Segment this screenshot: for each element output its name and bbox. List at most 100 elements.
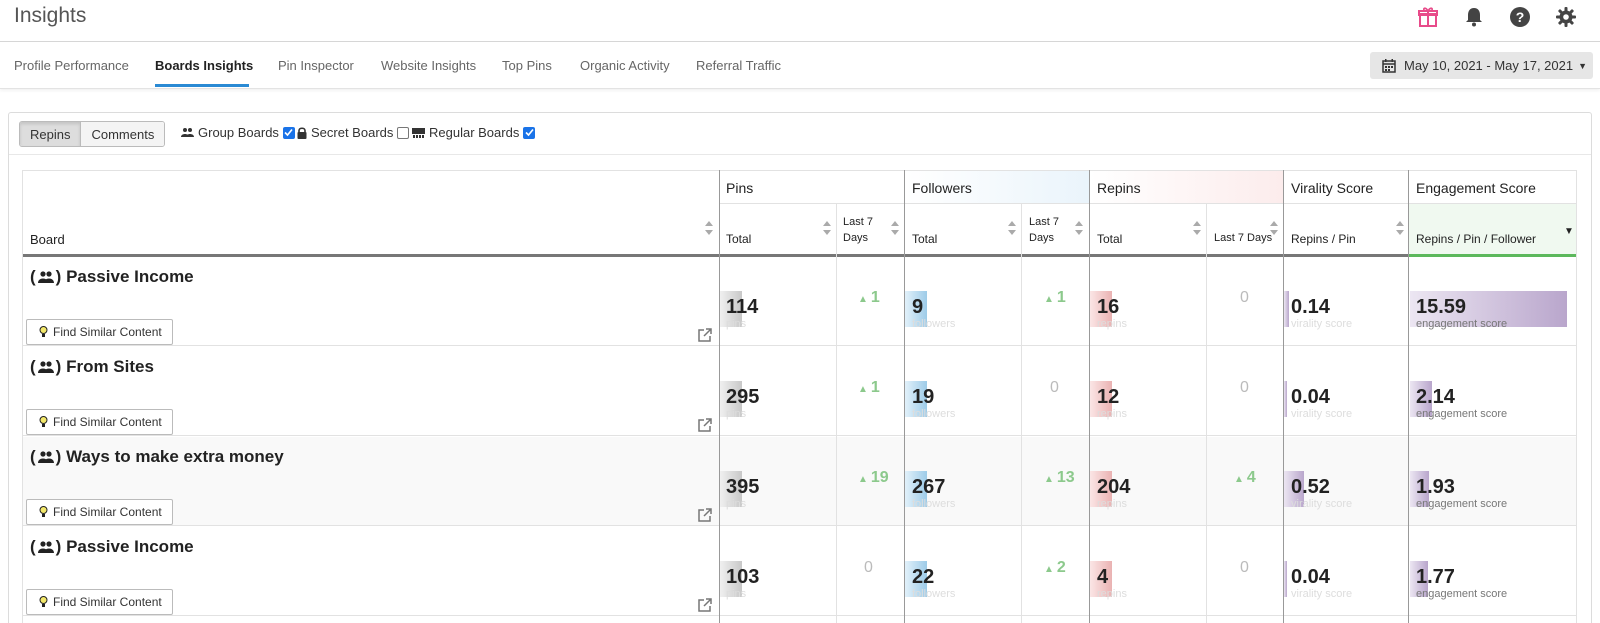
virality-bar <box>1284 471 1304 507</box>
secret-boards-checkbox[interactable] <box>397 126 410 139</box>
table-row <box>22 257 1577 345</box>
sort-desc-icon[interactable]: ▼ <box>1564 226 1574 237</box>
help-icon[interactable]: ? <box>1508 5 1532 29</box>
virality-sub-label: virality score <box>1291 498 1353 510</box>
regular-boards-label: Regular Boards <box>429 125 520 140</box>
lightbulb-icon <box>39 326 48 338</box>
repins-total-value: 4 <box>1097 566 1109 588</box>
board-name[interactable]: () Passive Income <box>30 537 194 556</box>
group-icon <box>37 270 55 284</box>
board-name[interactable]: () Passive Income <box>30 267 194 286</box>
table-row <box>22 437 1577 525</box>
engagement-sorted-border <box>1409 254 1577 257</box>
repins-sub-label: repins <box>1097 498 1127 510</box>
pins-sub-label: pins <box>726 318 747 330</box>
pins-sub-label: pins <box>726 498 747 510</box>
sort-icon[interactable] <box>891 221 899 235</box>
sort-icon[interactable] <box>705 221 713 235</box>
regular-boards-filter[interactable]: Regular Boards <box>412 125 536 140</box>
repins-group-header: Repins <box>1097 180 1141 196</box>
sort-icon[interactable] <box>1193 221 1201 235</box>
secret-boards-filter[interactable]: Secret Boards <box>297 125 410 140</box>
bell-icon[interactable] <box>1462 5 1486 29</box>
followers-header-tint <box>905 171 1089 203</box>
column-divider <box>719 170 720 623</box>
pins-last7-header[interactable]: Last 7 Days <box>843 216 873 244</box>
column-divider <box>1576 170 1577 623</box>
tab-bar: Profile Performance Boards Insights Pin … <box>0 43 1600 89</box>
column-divider <box>22 170 23 623</box>
followers-last7-header[interactable]: Last 7 Days <box>1029 216 1059 244</box>
board-name-label: Passive Income <box>66 267 194 286</box>
sort-icon[interactable] <box>1396 221 1404 235</box>
pins-total-value: 295 <box>726 386 760 408</box>
repins-total-header[interactable]: Total <box>1097 232 1123 246</box>
find-similar-content-button[interactable]: Find Similar Content <box>26 319 173 345</box>
tab-pin-inspector[interactable]: Pin Inspector <box>278 58 354 73</box>
find-similar-content-button[interactable]: Find Similar Content <box>26 589 173 615</box>
header-divider <box>719 203 1577 204</box>
repins-last7-header[interactable]: Last 7 Days <box>1214 232 1273 244</box>
followers-last7-value: ▲ 1 <box>1044 289 1066 306</box>
regular-boards-checkbox[interactable] <box>523 126 536 139</box>
external-link-icon[interactable] <box>697 507 713 523</box>
virality-value: 0.04 <box>1291 386 1330 408</box>
board-name[interactable]: () Ways to make extra money <box>30 447 284 466</box>
board-name-label: From Sites <box>66 357 154 376</box>
group-boards-checkbox[interactable] <box>282 126 295 139</box>
column-divider <box>1021 203 1022 623</box>
external-link-icon[interactable] <box>697 327 713 343</box>
repins-bar <box>1090 381 1112 417</box>
chevron-down-icon: ▼ <box>1578 60 1588 71</box>
pins-total-header[interactable]: Total <box>726 232 752 246</box>
tab-profile-performance[interactable]: Profile Performance <box>14 58 129 73</box>
comments-toggle[interactable]: Comments <box>81 122 165 146</box>
engagement-value: 1.77 <box>1416 566 1455 588</box>
group-boards-filter[interactable]: Group Boards <box>181 125 295 140</box>
repins-total-value: 12 <box>1097 386 1120 408</box>
sort-icon[interactable] <box>1008 221 1016 235</box>
gift-icon[interactable] <box>1416 5 1440 29</box>
row-divider <box>22 345 1577 346</box>
virality-value: 0.14 <box>1291 296 1330 318</box>
virality-bar <box>1284 561 1287 597</box>
pins-last7-value: ▲ 19 <box>858 469 889 486</box>
date-range-label: May 10, 2021 - May 17, 2021 <box>1404 58 1574 73</box>
followers-bar <box>905 381 927 417</box>
virality-sub-label: virality score <box>1291 588 1353 600</box>
external-link-icon[interactable] <box>697 597 713 613</box>
date-range-button[interactable]: May 10, 2021 - May 17, 2021 ▼ <box>1370 52 1593 79</box>
find-similar-label: Find Similar Content <box>53 595 162 609</box>
find-similar-content-button[interactable]: Find Similar Content <box>26 499 173 525</box>
group-icon <box>37 540 55 554</box>
pins-last7-value: ▲ 1 <box>858 289 880 306</box>
pins-bar <box>720 381 742 417</box>
external-link-icon[interactable] <box>697 417 713 433</box>
engagement-bar <box>1410 291 1567 327</box>
repins-last7-value: ▲ 4 <box>1234 469 1256 486</box>
tab-organic-activity[interactable]: Organic Activity <box>580 58 670 73</box>
repins-toggle[interactable]: Repins <box>20 122 82 146</box>
filter-toolbar: Repins Comments Group Boards Secret Boar… <box>9 113 1591 155</box>
virality-sub-header[interactable]: Repins / Pin <box>1291 232 1356 246</box>
header-bottom-border <box>22 254 1409 257</box>
board-column-header[interactable]: Board <box>30 232 65 247</box>
sort-icon[interactable] <box>1075 221 1083 235</box>
sort-icon[interactable] <box>823 221 831 235</box>
tab-boards-insights[interactable]: Boards Insights <box>155 58 254 73</box>
board-name[interactable]: () From Sites <box>30 357 154 376</box>
top-bar: Insights ? <box>0 0 1600 42</box>
find-similar-content-button[interactable]: Find Similar Content <box>26 409 173 435</box>
tab-referral-traffic[interactable]: Referral Traffic <box>696 58 782 73</box>
gear-icon[interactable] <box>1554 5 1578 29</box>
sort-icon[interactable] <box>1270 221 1278 235</box>
engagement-sub-label: engagement score <box>1416 318 1508 330</box>
engagement-value: 1.93 <box>1416 476 1455 498</box>
page-title: Insights <box>14 4 87 27</box>
followers-sub-label: followers <box>912 498 956 510</box>
engagement-sub-header[interactable]: Repins / Pin / Follower <box>1416 232 1537 246</box>
tab-top-pins[interactable]: Top Pins <box>502 58 552 73</box>
followers-total-header[interactable]: Total <box>912 232 938 246</box>
virality-sub-label: virality score <box>1291 408 1353 420</box>
tab-website-insights[interactable]: Website Insights <box>381 58 477 73</box>
